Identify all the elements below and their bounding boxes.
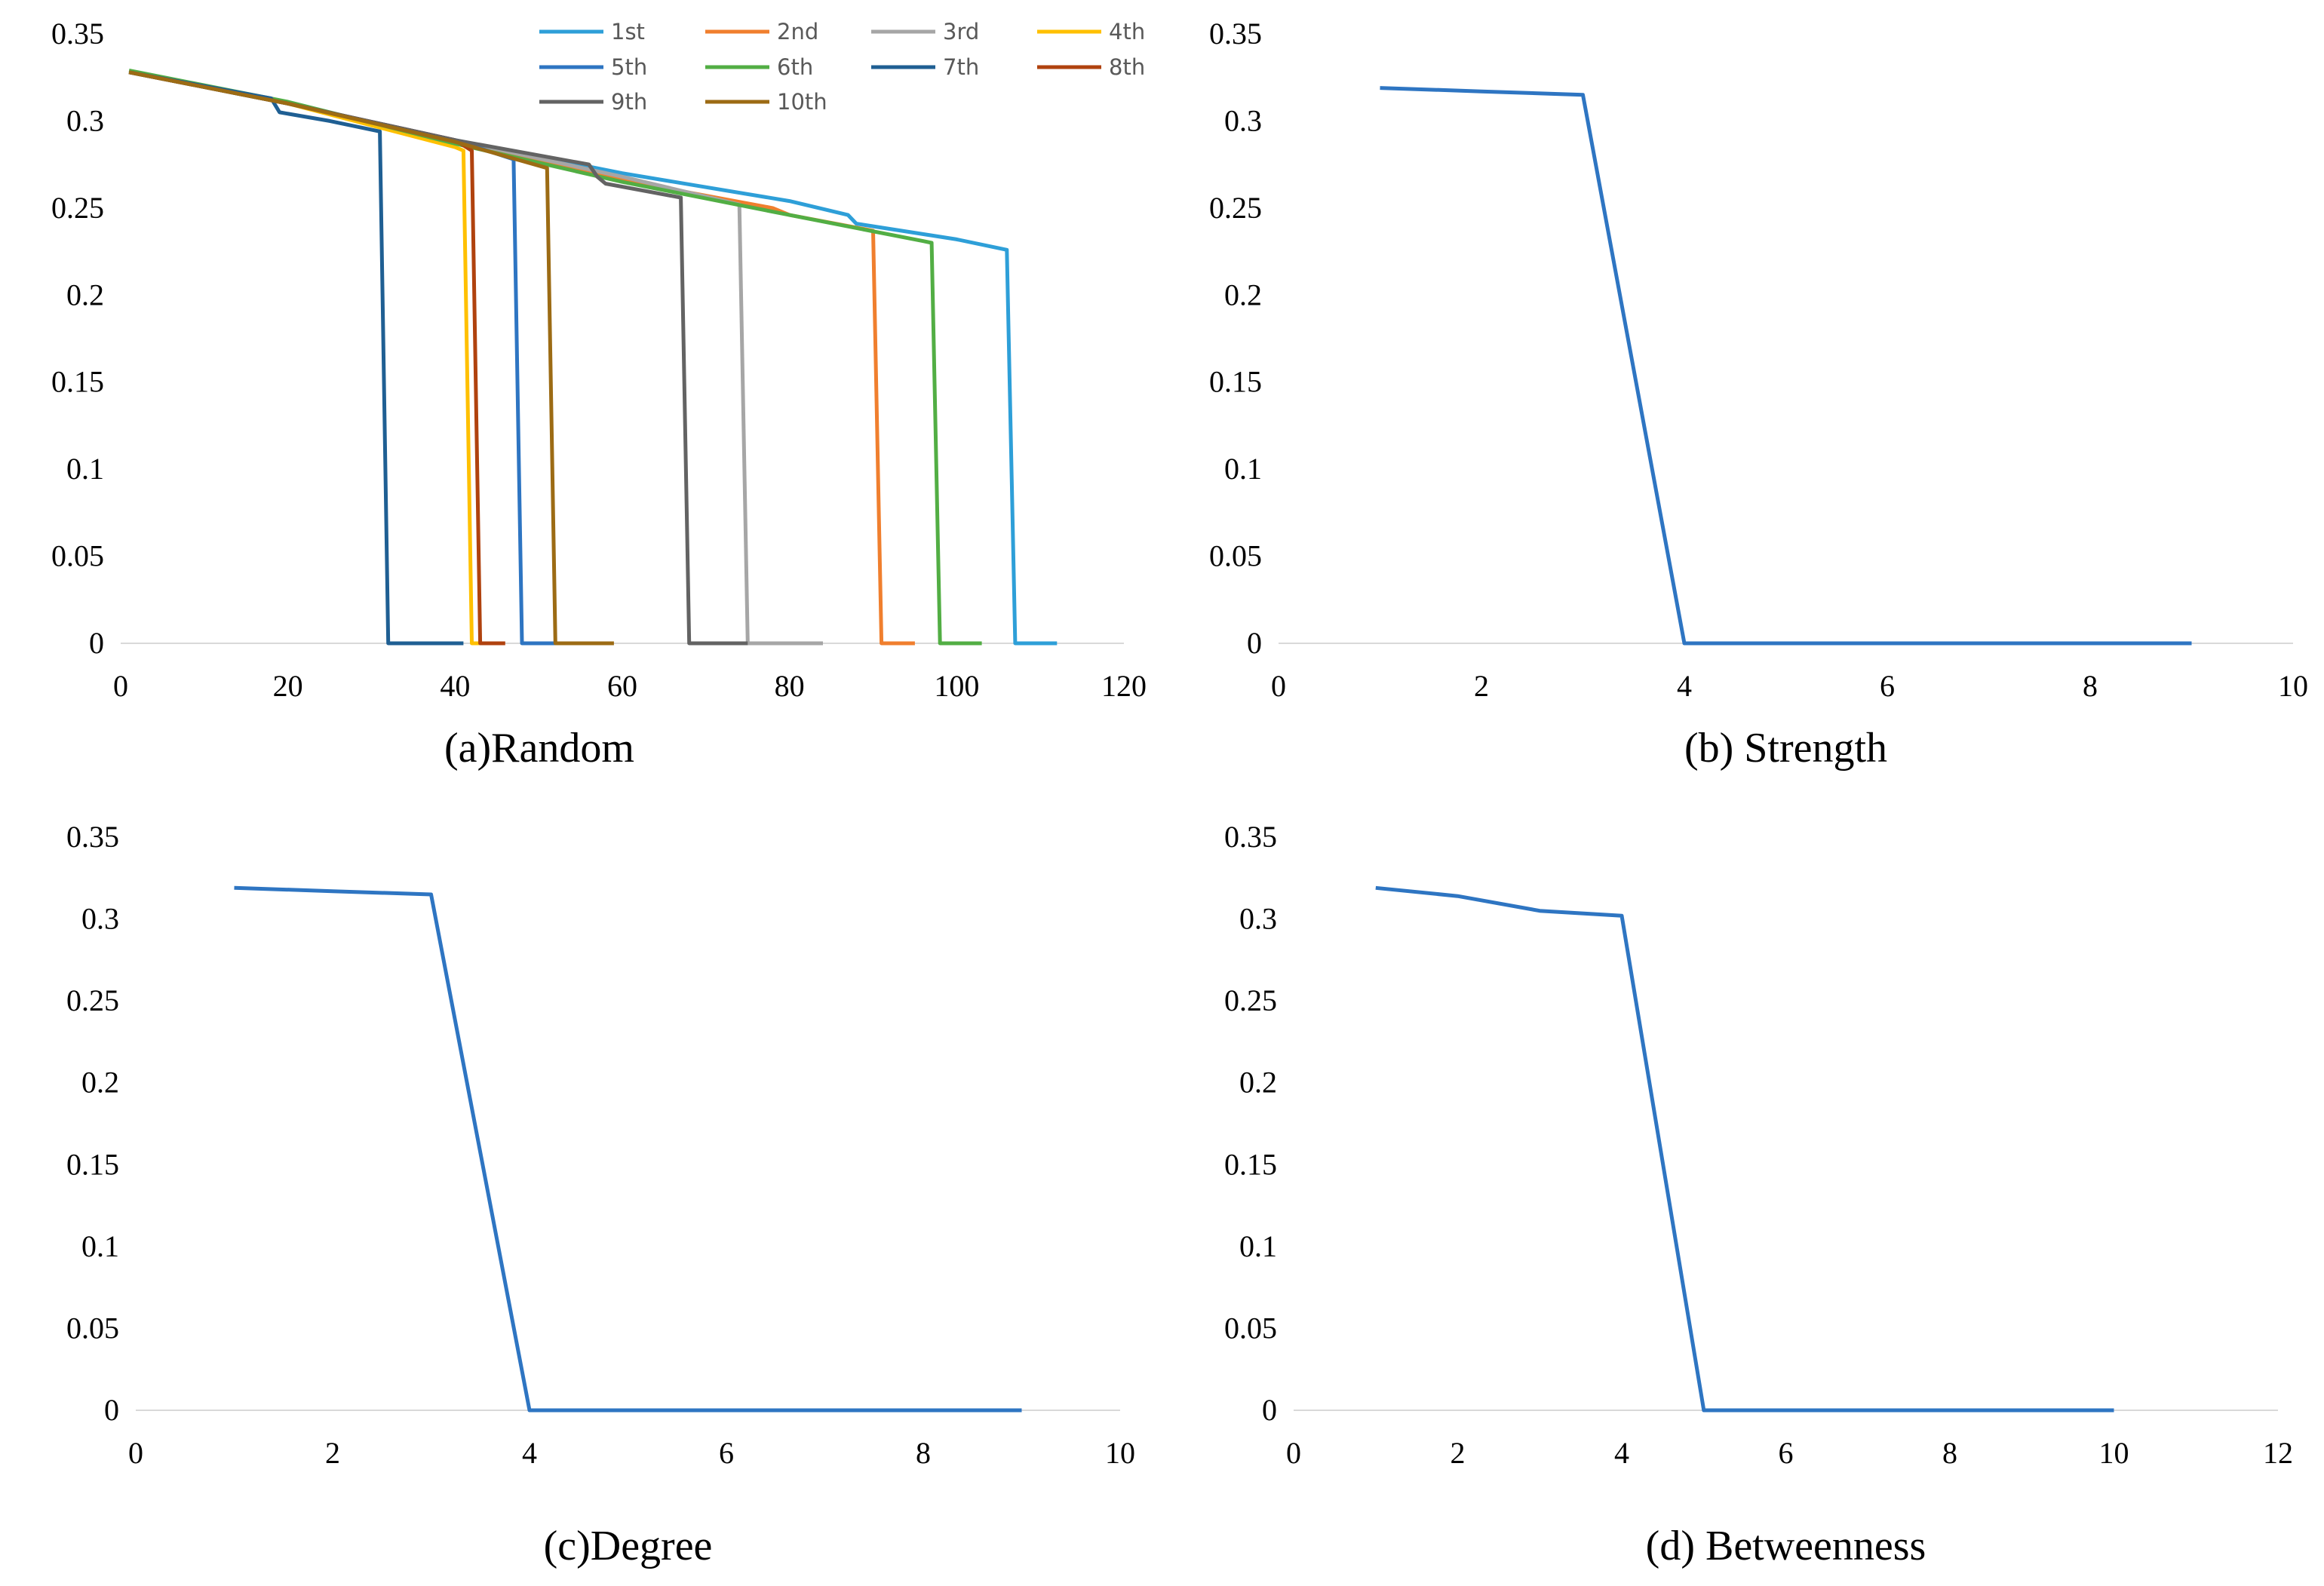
legend-label: 9th bbox=[611, 89, 647, 115]
y-tick-label: 0.35 bbox=[1209, 17, 1262, 51]
legend-entry-3rd: 3rd bbox=[871, 19, 979, 44]
y-tick-label: 0 bbox=[89, 626, 104, 660]
y-tick-label: 0.35 bbox=[1224, 820, 1277, 854]
x-tick-label: 8 bbox=[1942, 1436, 1957, 1470]
panel-betweenness: 0 0.05 0.1 0.15 0.2 0.25 0.3 0.35 0 2 4 6 8 10 12 (d) B… bbox=[1224, 820, 2293, 1569]
y-tick-label: 0.35 bbox=[51, 17, 104, 51]
x-tick-label: 40 bbox=[440, 669, 470, 703]
x-tick-label: 0 bbox=[1286, 1436, 1301, 1470]
panel-random: 0 0.05 0.1 0.15 0.2 0.25 0.3 0.35 0 20 40 60 80 100 12… bbox=[51, 17, 1147, 772]
x-tick-label: 120 bbox=[1101, 669, 1147, 703]
x-tick-label: 0 bbox=[1271, 669, 1286, 703]
x-tick-label: 100 bbox=[934, 669, 979, 703]
x-tick-label: 10 bbox=[2099, 1436, 2129, 1470]
legend-label: 4th bbox=[1109, 19, 1145, 44]
series-line-8th bbox=[128, 70, 505, 646]
x-tick-label: 10 bbox=[1105, 1436, 1135, 1470]
y-tick-label: 0 bbox=[1247, 626, 1262, 660]
series-line-1st bbox=[128, 70, 1058, 646]
legend-entry-10th: 10th bbox=[705, 89, 827, 115]
y-tick-label: 0.2 bbox=[66, 278, 104, 311]
legend-label: 7th bbox=[943, 54, 979, 80]
y-tick-label: 0.15 bbox=[1209, 365, 1262, 399]
y-tick-label: 0.25 bbox=[51, 191, 104, 225]
y-tick-label: 0.25 bbox=[66, 983, 119, 1017]
series-line-strength bbox=[1380, 86, 2192, 646]
y-tick-label: 0.1 bbox=[66, 452, 104, 486]
x-tick-label: 6 bbox=[1880, 669, 1895, 703]
y-tick-label: 0.25 bbox=[1209, 191, 1262, 225]
x-tick-label: 60 bbox=[607, 669, 637, 703]
legend-label: 1st bbox=[611, 19, 645, 44]
y-tick-label: 0.15 bbox=[1224, 1147, 1277, 1181]
series-line-degree bbox=[234, 885, 1022, 1413]
legend-label: 10th bbox=[777, 89, 827, 115]
x-tick-label: 0 bbox=[128, 1436, 143, 1470]
series-line-10th bbox=[128, 70, 614, 646]
series-line-5th bbox=[128, 70, 556, 646]
x-tick-label: 6 bbox=[719, 1436, 734, 1470]
y-tick-label: 0.15 bbox=[66, 1147, 119, 1181]
series-line-7th bbox=[128, 70, 464, 646]
y-tick-label: 0.3 bbox=[1239, 902, 1277, 936]
y-tick-label: 0.2 bbox=[81, 1066, 119, 1100]
x-tick-label: 8 bbox=[2083, 669, 2098, 703]
panel-caption: (b) Strength bbox=[1684, 725, 1887, 772]
y-tick-label: 0.3 bbox=[1224, 103, 1262, 137]
y-tick-label: 0 bbox=[1262, 1393, 1277, 1427]
legend-label: 5th bbox=[611, 54, 647, 80]
panel-strength: 0 0.05 0.1 0.15 0.2 0.25 0.3 0.35 0 2 4 6 8 10 (b) Str… bbox=[1209, 17, 2308, 772]
panel-degree: 0 0.05 0.1 0.15 0.2 0.25 0.3 0.35 0 2 4 6 8 10 (c)Degr… bbox=[66, 820, 1135, 1569]
legend-label: 6th bbox=[777, 54, 813, 80]
legend-entry-7th: 7th bbox=[871, 54, 979, 80]
legend-label: 8th bbox=[1109, 54, 1145, 80]
x-tick-label: 4 bbox=[1677, 669, 1692, 703]
series-line-betweenness bbox=[1375, 885, 2114, 1413]
panel-caption: (d) Betweenness bbox=[1646, 1523, 1926, 1569]
x-tick-label: 12 bbox=[2263, 1436, 2293, 1470]
x-tick-label: 8 bbox=[916, 1436, 931, 1470]
legend-entry-1st: 1st bbox=[539, 19, 645, 44]
y-tick-label: 0.2 bbox=[1239, 1066, 1277, 1100]
y-tick-label: 0.05 bbox=[1224, 1311, 1277, 1345]
y-tick-label: 0.05 bbox=[1209, 539, 1262, 573]
x-tick-label: 0 bbox=[113, 669, 128, 703]
legend-label: 3rd bbox=[943, 19, 979, 44]
legend-entry-6th: 6th bbox=[705, 54, 813, 80]
y-tick-label: 0.1 bbox=[1224, 452, 1262, 486]
y-tick-label: 0 bbox=[104, 1393, 119, 1427]
y-tick-label: 0.35 bbox=[66, 820, 119, 854]
y-tick-label: 0.15 bbox=[51, 365, 104, 399]
series-line-4th bbox=[128, 70, 489, 646]
x-tick-label: 4 bbox=[522, 1436, 537, 1470]
y-tick-label: 0.2 bbox=[1224, 278, 1262, 311]
y-tick-label: 0.3 bbox=[81, 902, 119, 936]
y-tick-label: 0.05 bbox=[51, 539, 104, 573]
x-tick-label: 2 bbox=[325, 1436, 340, 1470]
panel-caption: (a)Random bbox=[444, 725, 634, 772]
x-tick-label: 2 bbox=[1474, 669, 1489, 703]
y-tick-label: 0.25 bbox=[1224, 983, 1277, 1017]
legend-entry-2nd: 2nd bbox=[705, 19, 818, 44]
legend-entry-4th: 4th bbox=[1037, 19, 1145, 44]
x-tick-label: 6 bbox=[1779, 1436, 1794, 1470]
legend-entry-9th: 9th bbox=[539, 89, 647, 115]
legend-entry-8th: 8th bbox=[1037, 54, 1145, 80]
x-tick-label: 2 bbox=[1451, 1436, 1466, 1470]
x-tick-label: 80 bbox=[775, 669, 805, 703]
legend-label: 2nd bbox=[777, 19, 818, 44]
y-tick-label: 0.3 bbox=[66, 103, 104, 137]
series-line-9th bbox=[128, 70, 748, 646]
y-tick-label: 0.1 bbox=[1239, 1229, 1277, 1263]
y-tick-label: 0.1 bbox=[81, 1229, 119, 1263]
y-tick-label: 0.05 bbox=[66, 1311, 119, 1345]
x-tick-label: 20 bbox=[273, 669, 303, 703]
panel-caption: (c)Degree bbox=[544, 1523, 713, 1569]
legend-entry-5th: 5th bbox=[539, 54, 647, 80]
x-tick-label: 10 bbox=[2278, 669, 2308, 703]
x-tick-label: 4 bbox=[1614, 1436, 1629, 1470]
